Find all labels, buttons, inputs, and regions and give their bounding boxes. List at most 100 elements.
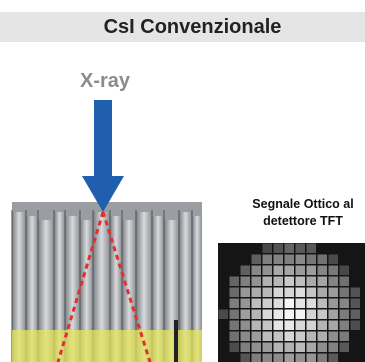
tft-pixel-grid (218, 243, 365, 362)
pixel-cell (284, 298, 294, 308)
pixel-cell (240, 276, 250, 286)
pixel-cell (295, 243, 305, 253)
crystal-column (179, 212, 192, 362)
pixel-cell (306, 342, 316, 352)
pixel-cell (262, 254, 272, 264)
title-banner: CsI Convenzionale (0, 12, 365, 42)
crystal-column (110, 216, 122, 362)
pixel-cell (317, 298, 327, 308)
pixel-cell (317, 353, 327, 362)
page-title: CsI Convenzionale (103, 16, 282, 38)
pixel-cell (317, 254, 327, 264)
pixel-cell (251, 331, 261, 341)
pixel-cell (229, 298, 239, 308)
pixel-cell (251, 298, 261, 308)
pixel-cell (262, 309, 272, 319)
pixel-cell (306, 287, 316, 297)
pixel-cell (284, 254, 294, 264)
pixel-cell (273, 287, 283, 297)
pixel-cell (273, 342, 283, 352)
pixel-cell (240, 320, 250, 330)
pixel-cell (350, 298, 360, 308)
pixel-cell (328, 265, 338, 275)
pixel-cell (262, 342, 272, 352)
pixel-cell (306, 265, 316, 275)
pixel-cell (317, 265, 327, 275)
pixel-cell (262, 243, 272, 253)
pixel-cell (273, 309, 283, 319)
pixel-cell (251, 254, 261, 264)
pixel-cell (317, 342, 327, 352)
pixel-cell (328, 254, 338, 264)
pixel-cell (273, 243, 283, 253)
pixel-cell (251, 309, 261, 319)
crystal-column (93, 212, 110, 362)
pixel-cell (262, 287, 272, 297)
pixel-cell (240, 353, 250, 362)
down-arrow-icon (82, 100, 124, 212)
pixel-cell (229, 276, 239, 286)
pixel-cell (295, 287, 305, 297)
pixel-cell (262, 265, 272, 275)
crystal-column (26, 216, 38, 362)
pixel-cell (328, 276, 338, 286)
pixel-cell (251, 287, 261, 297)
pixel-cell (273, 276, 283, 286)
pixel-cell (284, 320, 294, 330)
crystal-column (12, 212, 26, 362)
signal-label-line1: Segnale Ottico al (252, 197, 354, 211)
xray-label: X-ray (80, 70, 131, 92)
crystal-column (54, 212, 65, 362)
signal-label-line2: detettore TFT (263, 214, 343, 228)
pixel-cell (339, 287, 349, 297)
pixel-cell (273, 298, 283, 308)
pixel-cell (262, 353, 272, 362)
pixel-cell (262, 331, 272, 341)
pixel-cell (295, 254, 305, 264)
pixel-cell (306, 309, 316, 319)
csi-columnar-image (11, 202, 202, 362)
pixel-cell (273, 320, 283, 330)
pixel-cell (284, 309, 294, 319)
pixel-cell (229, 331, 239, 341)
pixel-cell (251, 276, 261, 286)
pixel-cell (273, 265, 283, 275)
pixel-cell (240, 331, 250, 341)
pixel-cell (295, 331, 305, 341)
pixel-cell (262, 276, 272, 286)
pixel-cell (240, 287, 250, 297)
pixel-cell (328, 309, 338, 319)
pixel-cell (306, 254, 316, 264)
pixel-cell (306, 298, 316, 308)
pixel-cell (284, 353, 294, 362)
pixel-cell (317, 320, 327, 330)
crystal-column (152, 216, 164, 362)
pixel-cell (284, 287, 294, 297)
pixel-cell (328, 320, 338, 330)
pixel-cell (328, 287, 338, 297)
pixel-cell (295, 353, 305, 362)
pixel-cell (229, 309, 239, 319)
pixel-cell (295, 342, 305, 352)
pixel-cell (317, 276, 327, 286)
pixel-cell (251, 320, 261, 330)
pixel-cell (284, 276, 294, 286)
pixel-cell (273, 254, 283, 264)
pixel-cell (262, 298, 272, 308)
pixel-cell (295, 276, 305, 286)
pixel-cell (240, 265, 250, 275)
pixel-cell (295, 298, 305, 308)
pixel-cell (218, 309, 228, 319)
pixel-cell (317, 309, 327, 319)
pixel-cell (273, 331, 283, 341)
pixel-cell (339, 265, 349, 275)
pixel-cell (229, 287, 239, 297)
pixel-cell (262, 320, 272, 330)
pixel-cell (317, 287, 327, 297)
pixel-cell (251, 265, 261, 275)
pixel-cell (328, 353, 338, 362)
pixel-cell (273, 353, 283, 362)
pixel-cell (295, 309, 305, 319)
pixel-cell (284, 342, 294, 352)
